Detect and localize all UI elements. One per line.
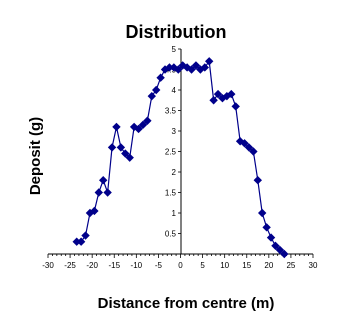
x-tick-label: -30 (42, 261, 54, 270)
data-point (258, 208, 267, 218)
data-point (191, 61, 201, 70)
data-point (121, 149, 130, 158)
data-point (244, 143, 254, 152)
y-tick-label: 1 (172, 209, 177, 218)
data-point (200, 63, 209, 72)
data-point (134, 124, 143, 134)
data-point (138, 120, 148, 130)
data-point (209, 96, 218, 105)
data-point (147, 91, 156, 101)
data-point (187, 65, 196, 74)
chart-title: Distribution (126, 22, 227, 42)
x-tick-label: -20 (86, 261, 98, 270)
data-point (156, 73, 165, 82)
y-tick-label: 3 (172, 127, 177, 136)
data-point (231, 102, 240, 111)
data-point (72, 237, 81, 246)
x-tick-label: 10 (220, 261, 229, 270)
data-point (143, 116, 152, 125)
x-tick-label: 25 (286, 261, 295, 270)
data-point (112, 122, 121, 132)
data-point (103, 188, 112, 197)
y-tick-label: 2.5 (165, 148, 177, 157)
data-point (271, 241, 280, 250)
data-point (129, 122, 139, 132)
data-point (280, 249, 289, 259)
y-tick-label: 2 (172, 168, 177, 177)
x-tick-label: -5 (155, 261, 163, 270)
x-tick-label: -10 (131, 261, 143, 270)
data-point (182, 63, 192, 72)
data-point (174, 65, 183, 74)
data-point (205, 57, 214, 66)
x-tick-label: 0 (178, 261, 183, 270)
data-point (196, 65, 205, 74)
y-tick-label: 0.5 (165, 230, 177, 239)
x-tick-label: 30 (309, 261, 318, 270)
data-point (249, 147, 258, 156)
data-point (81, 231, 90, 240)
x-tick-label: 5 (200, 261, 205, 270)
data-point (222, 91, 232, 101)
x-tick-label: 20 (264, 261, 273, 270)
data-point (90, 206, 99, 216)
data-point (116, 143, 126, 152)
data-point (262, 223, 271, 232)
data-point (253, 176, 262, 185)
data-point (99, 176, 108, 185)
y-tick-label: 3.5 (165, 107, 177, 116)
data-point (240, 139, 249, 148)
x-tick-label: 15 (242, 261, 251, 270)
data-point (94, 188, 103, 197)
y-tick-label: 5 (172, 45, 177, 54)
data-point (266, 233, 276, 242)
data-point (107, 143, 117, 152)
x-axis-title: Distance from centre (m) (98, 295, 275, 312)
x-tick-label: -25 (64, 261, 76, 270)
data-point (275, 245, 285, 255)
y-axis-title: Deposit (g) (27, 117, 44, 195)
data-point (85, 208, 95, 218)
data-point (213, 89, 223, 99)
y-tick-label: 4 (172, 86, 177, 95)
data-point (235, 137, 245, 146)
plot-area: -30 -25 -20 -15 -10 -5 0 5 10 15 20 25 30 0.5 1 1.5 2 2.5… (42, 45, 318, 270)
data-point (125, 153, 134, 162)
x-tick-label: -15 (108, 261, 120, 270)
data-point (227, 89, 236, 99)
data-point (169, 63, 179, 72)
data-point (76, 237, 86, 246)
data-point (165, 63, 174, 72)
data-point (152, 85, 161, 95)
y-tick-label: 1.5 (165, 189, 177, 198)
